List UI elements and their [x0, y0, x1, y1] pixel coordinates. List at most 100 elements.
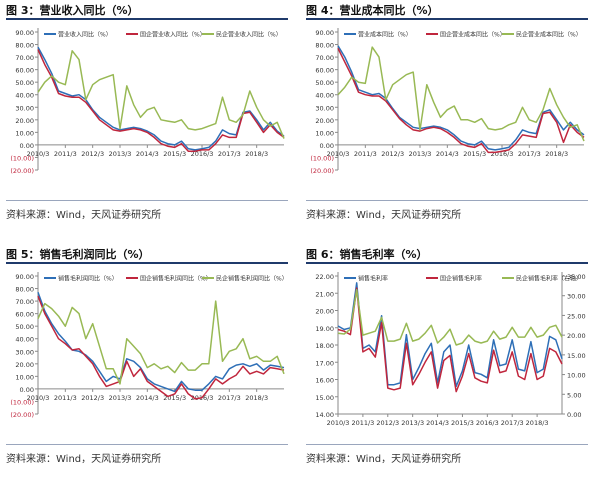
y-tick-label: 10.00	[15, 129, 34, 137]
line-chart: 90.00 80.00 70.00 60.00 50.00 40.00 30.00 20.00…	[10, 272, 288, 419]
legend-label: 营业成本同比（%）	[358, 31, 412, 39]
y-tick-label: 60.00	[315, 67, 334, 75]
y-tick-label: 22.00	[315, 273, 334, 281]
y-tick-label: 90.00	[315, 29, 334, 37]
y-tick-label: 50.00	[15, 323, 34, 331]
y-tick-label: (20.00)	[10, 411, 34, 419]
chart-panel-cost-yoy: 图 4：营业成本同比（%） 90.00 80.00 70.00 60.00 50.00 4…	[304, 0, 596, 232]
legend-label: 国企营业收入同比（%）	[140, 31, 206, 39]
chart-title: 图 4：营业成本同比（%）	[306, 4, 439, 17]
source-divider	[6, 444, 288, 445]
x-tick-label: 2010/3	[327, 150, 350, 158]
legend-label: 民企营业收入同比（%）	[216, 31, 282, 39]
y2-tick-label: 5.00	[567, 391, 581, 399]
x-tick-label: 2014/3	[436, 150, 459, 158]
y-tick-label: 60.00	[15, 311, 34, 319]
y-tick-label: 19.00	[315, 325, 334, 333]
legend-label: 销售毛利润同比（%）	[58, 275, 118, 283]
y-tick-label: 10.00	[15, 373, 34, 381]
series-line-2	[37, 295, 285, 400]
x-tick-label: 2013/3	[109, 150, 132, 158]
x-tick-label: 2010/3	[27, 394, 50, 402]
title-divider	[306, 18, 588, 20]
x-tick-label: 2010/3	[27, 150, 50, 158]
series-line-3	[337, 289, 563, 346]
title-divider	[306, 262, 588, 264]
y-tick-label: 50.00	[15, 79, 34, 87]
x-tick-label: 2018/3	[245, 150, 268, 158]
y-tick-label: 15.00	[315, 394, 334, 402]
source-divider	[6, 200, 288, 201]
chart-title: 图 3：营业收入同比（%）	[6, 4, 139, 17]
y-tick-label: 80.00	[315, 42, 334, 50]
line-chart: 22.00 21.00 20.00 19.00 18.00 17.00 16.00 15.00…	[315, 272, 586, 427]
series-line-1	[337, 45, 585, 151]
legend-label: 销售毛利率	[358, 275, 388, 283]
x-tick-label: 2013/3	[401, 419, 424, 427]
x-tick-label: 2011/3	[54, 394, 77, 402]
chart-panel-gross-margin: 图 6：销售毛利率（%） 22.00 21.00 20.00 19.00 18.00 17…	[304, 244, 596, 476]
x-tick-label: 2012/3	[376, 419, 399, 427]
y-tick-label: 80.00	[15, 286, 34, 294]
y-tick-label: 80.00	[15, 42, 34, 50]
x-tick-label: 2010/3	[327, 419, 350, 427]
series-line-1	[337, 282, 563, 388]
y-tick-label: 50.00	[315, 79, 334, 87]
chart-title: 图 6：销售毛利率（%）	[306, 248, 428, 261]
y2-tick-label: 0.00	[567, 411, 581, 419]
chart-source: 资料来源：Wind，天风证券研究所	[306, 454, 462, 465]
legend-label: 国企销售毛利率	[440, 275, 482, 283]
y-tick-label: 20.00	[315, 308, 334, 316]
y-tick-label: 20.00	[15, 361, 34, 369]
x-tick-label: 2017/3	[218, 150, 241, 158]
source-divider	[306, 200, 588, 201]
line-chart: 90.00 80.00 70.00 60.00 50.00 40.00 30.00 20.00…	[10, 28, 285, 175]
x-tick-label: 2014/3	[426, 419, 449, 427]
series-line-2	[337, 287, 563, 393]
y-tick-label: 70.00	[315, 54, 334, 62]
series-line-2	[337, 47, 585, 154]
y2-tick-label: 10.00	[567, 372, 586, 380]
x-tick-label: 2014/3	[136, 394, 159, 402]
x-tick-label: 2013/3	[409, 150, 432, 158]
x-tick-label: 2015/3	[163, 394, 186, 402]
legend-label: 民企销售毛利润同比（%）	[216, 275, 288, 283]
chart-source: 资料来源：Wind，天风证券研究所	[6, 454, 162, 465]
y-tick-label: (10.00)	[10, 154, 34, 162]
y-tick-label: 30.00	[15, 104, 34, 112]
y-tick-label: 0.00	[320, 142, 334, 150]
y-tick-label: (20.00)	[310, 167, 334, 175]
y-tick-label: 20.00	[15, 117, 34, 125]
title-divider	[6, 18, 288, 20]
x-tick-label: 2016/3	[491, 150, 514, 158]
x-tick-label: 2015/3	[163, 150, 186, 158]
y-tick-label: 70.00	[15, 54, 34, 62]
y2-tick-label: 20.00	[567, 332, 586, 340]
x-tick-label: 2011/3	[354, 150, 377, 158]
x-tick-label: 2011/3	[351, 419, 374, 427]
x-tick-label: 2012/3	[381, 150, 404, 158]
y2-tick-label: 25.00	[567, 312, 586, 320]
y-tick-label: 20.00	[315, 117, 334, 125]
legend-label: 国企销售毛利润同比（%）	[140, 275, 212, 283]
y-tick-label: 90.00	[15, 29, 34, 37]
chart-source: 资料来源：Wind，天风证券研究所	[306, 210, 462, 221]
series-line-1	[37, 292, 285, 393]
x-tick-label: 2011/3	[54, 150, 77, 158]
x-tick-label: 2017/3	[501, 419, 524, 427]
y-tick-label: 90.00	[15, 273, 34, 281]
x-tick-label: 2018/3	[545, 150, 568, 158]
y-tick-label: 40.00	[15, 336, 34, 344]
x-tick-label: 2012/3	[81, 150, 104, 158]
y-tick-label: 17.00	[315, 359, 334, 367]
x-tick-label: 2018/3	[526, 419, 549, 427]
x-tick-label: 2017/3	[518, 150, 541, 158]
y-tick-label: (10.00)	[10, 398, 34, 406]
x-tick-label: 2016/3	[191, 150, 214, 158]
x-tick-label: 2013/3	[109, 394, 132, 402]
series-line-3	[37, 300, 285, 385]
x-tick-label: 2015/3	[463, 150, 486, 158]
legend-label: 营业收入同比（%）	[58, 31, 112, 39]
y-tick-label: 0.00	[20, 386, 34, 394]
x-tick-label: 2018/3	[245, 394, 268, 402]
